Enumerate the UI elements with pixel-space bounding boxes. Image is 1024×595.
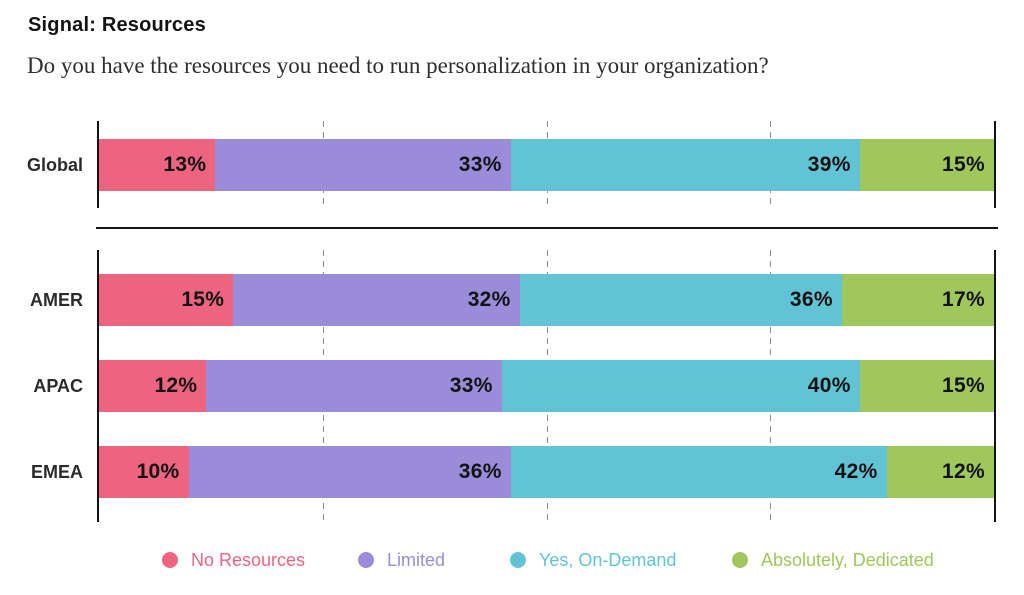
stacked-bar-global: 13% 33% 39% 15% [99, 139, 994, 191]
bar-segment-yes-on-demand: 39% [510, 139, 860, 191]
bar-segment-absolutely-dedicated: 15% [859, 139, 994, 191]
bar-segment-value: 36% [789, 288, 833, 311]
bar-segment-value: 42% [834, 460, 878, 483]
bar-segment-yes-on-demand: 42% [510, 446, 887, 498]
bar-segment-yes-on-demand: 36% [519, 274, 842, 326]
legend-item-label: Limited [387, 549, 446, 570]
bar-segment-no-resources: 10% [99, 446, 189, 498]
bar-segment-absolutely-dedicated: 12% [886, 446, 994, 498]
bar-segment-no-resources: 13% [99, 139, 216, 191]
bar-segment-value: 15% [181, 288, 225, 311]
chart-row-global: Global 13% 33% 39% 15% [27, 139, 994, 191]
bar-segment-value: 33% [449, 374, 493, 397]
legend-dot-icon [732, 552, 748, 568]
bar-segment-value: 12% [942, 460, 985, 483]
section-divider [96, 227, 998, 229]
bar-segment-value: 36% [458, 460, 502, 483]
global-chart-plot: Global 13% 33% 39% 15% [27, 121, 996, 208]
chart-row-amer: AMER 15% 32% 36% 17% [30, 274, 994, 326]
page-title: Signal: Resources [28, 14, 206, 36]
bar-segment-limited: 33% [206, 360, 502, 412]
legend-dot-icon [510, 552, 526, 568]
stacked-bar-apac: 12% 33% 40% 15% [99, 360, 994, 412]
legend-item-label: No Resources [191, 549, 306, 570]
bar-segment-limited: 36% [188, 446, 511, 498]
survey-question: Do you have the resources you need to ru… [27, 53, 769, 78]
bar-segment-value: 17% [942, 288, 985, 311]
legend-item-limited: Limited [358, 548, 445, 572]
legend-item-absolutely-dedicated: Absolutely, Dedicated [732, 548, 934, 572]
chart-row-emea: EMEA 10% 36% 42% 12% [31, 446, 994, 498]
bar-segment-value: 12% [154, 374, 198, 397]
bar-segment-value: 15% [942, 374, 985, 397]
bar-segment-value: 39% [807, 153, 851, 176]
legend-item-label: Absolutely, Dedicated [761, 549, 934, 570]
bar-segment-no-resources: 15% [99, 274, 234, 326]
chart-legend: No Resources Limited Yes, On-Demand Absolut… [0, 548, 1024, 576]
row-label-emea: EMEA [30, 462, 83, 482]
bar-segment-yes-on-demand: 40% [501, 360, 860, 412]
bar-segment-value: 32% [467, 288, 511, 311]
bar-segment-limited: 32% [233, 274, 520, 326]
bar-segment-absolutely-dedicated: 17% [841, 274, 994, 326]
legend-item-no-resources: No Resources [162, 548, 305, 572]
chart-row-apac: APAC 12% 33% 40% 15% [33, 360, 994, 412]
bar-segment-value: 15% [942, 153, 985, 176]
legend-dot-icon [358, 552, 374, 568]
bar-segment-value: 13% [163, 153, 207, 176]
legend-item-yes-on-demand: Yes, On-Demand [510, 548, 676, 572]
legend-dot-icon [162, 552, 178, 568]
bar-segment-value: 33% [458, 153, 502, 176]
stacked-bar-amer: 15% 32% 36% 17% [99, 274, 994, 326]
bar-segment-value: 10% [136, 460, 180, 483]
row-label-global: Global [26, 155, 83, 175]
legend-item-label: Yes, On-Demand [539, 549, 677, 570]
row-label-apac: APAC [33, 376, 83, 396]
bar-segment-limited: 33% [215, 139, 511, 191]
bar-segment-value: 40% [807, 374, 851, 397]
row-label-amer: AMER [30, 290, 83, 310]
bar-segment-no-resources: 12% [99, 360, 207, 412]
bar-segment-absolutely-dedicated: 15% [859, 360, 994, 412]
stacked-bar-emea: 10% 36% 42% 12% [99, 446, 994, 498]
regions-chart-plot: AMER 15% 32% 36% 17% APAC 12% 33% 40% 15% EMEA 10% 3… [30, 250, 996, 522]
